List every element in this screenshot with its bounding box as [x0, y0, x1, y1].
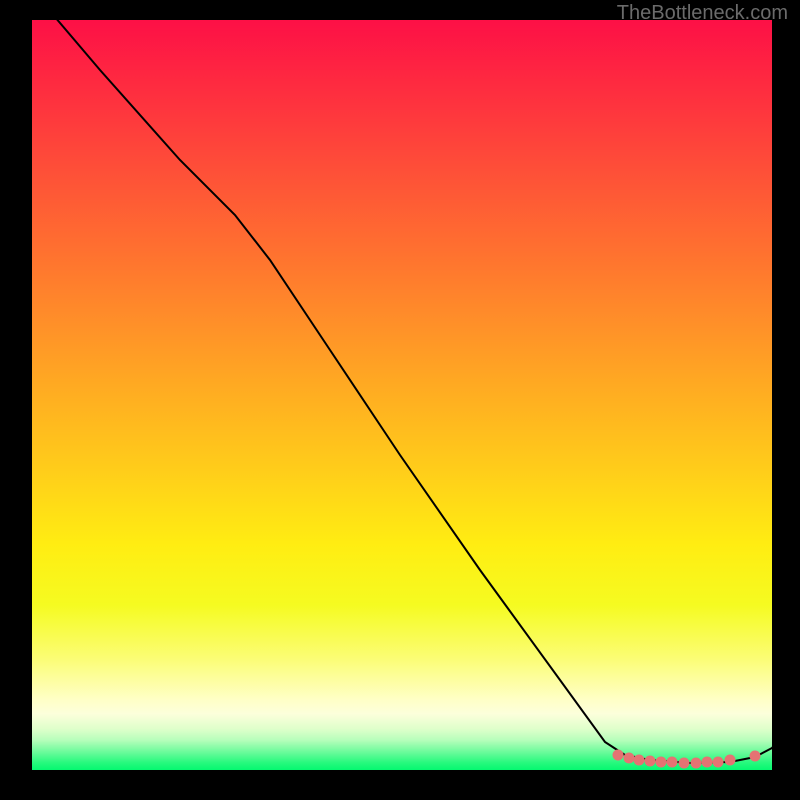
optimal-dot — [725, 755, 736, 766]
optimal-dot — [613, 750, 624, 761]
chart-container: TheBottleneck.com — [0, 0, 800, 800]
optimal-dot — [645, 756, 656, 767]
optimal-dot — [750, 751, 761, 762]
optimal-dot — [691, 758, 702, 769]
optimal-dot — [702, 757, 713, 768]
optimal-dot — [634, 755, 645, 766]
optimal-dot — [624, 753, 635, 764]
gradient-background — [32, 20, 772, 770]
optimal-dot — [679, 758, 690, 769]
optimal-dot — [667, 757, 678, 768]
watermark-text: TheBottleneck.com — [617, 2, 788, 25]
chart-svg — [0, 0, 800, 800]
optimal-dot — [656, 757, 667, 768]
optimal-dot — [713, 757, 724, 768]
